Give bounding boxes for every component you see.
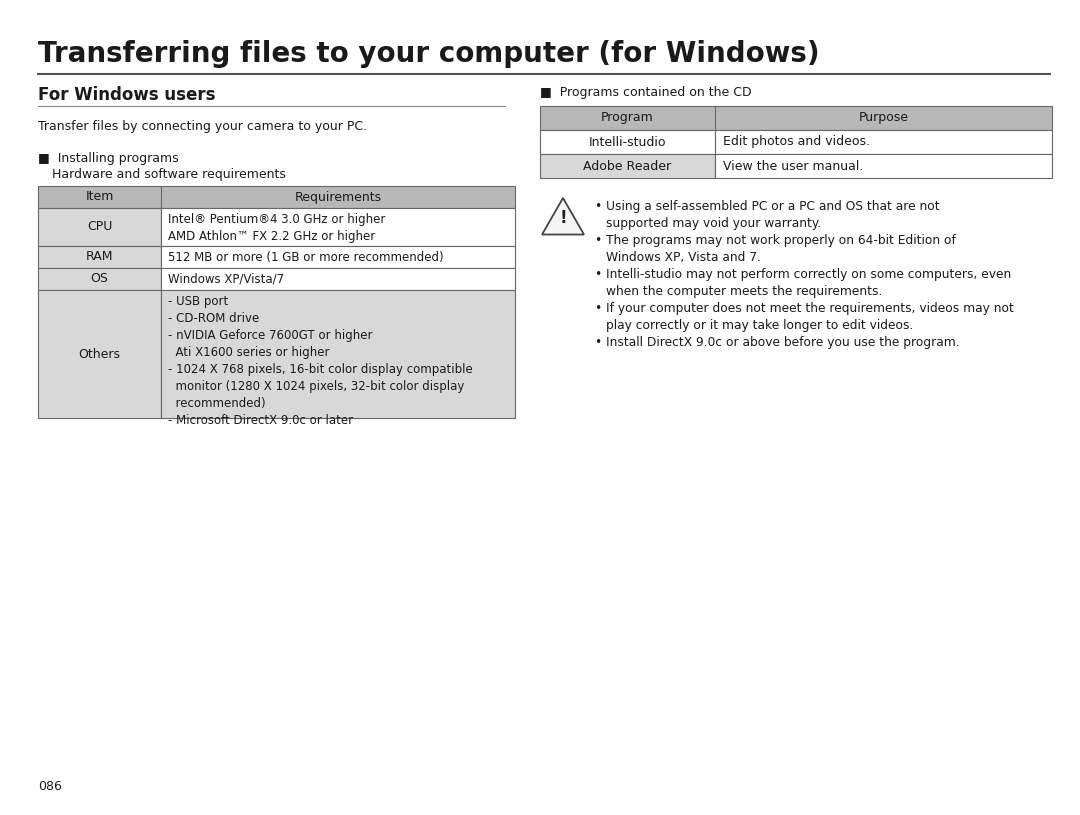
Text: Using a self-assembled PC or a PC and OS that are not
supported may void your wa: Using a self-assembled PC or a PC and OS… [606, 200, 940, 230]
Text: 512 MB or more (1 GB or more recommended): 512 MB or more (1 GB or more recommended… [168, 251, 444, 264]
Text: For Windows users: For Windows users [38, 86, 216, 104]
Bar [38, 246, 161, 268]
Bar [715, 130, 1052, 154]
Text: Windows XP/Vista/7: Windows XP/Vista/7 [168, 273, 284, 286]
Bar [540, 130, 715, 154]
Text: •: • [594, 234, 602, 247]
Text: ■  Programs contained on the CD: ■ Programs contained on the CD [540, 86, 752, 99]
Text: RAM: RAM [85, 250, 113, 263]
Bar [161, 208, 515, 246]
Text: If your computer does not meet the requirements, videos may not
play correctly o: If your computer does not meet the requi… [606, 302, 1014, 332]
Text: Install DirectX 9.0c or above before you use the program.: Install DirectX 9.0c or above before you… [606, 336, 960, 349]
Text: Intelli-studio: Intelli-studio [589, 135, 666, 148]
Text: The programs may not work properly on 64-bit Edition of
Windows XP, Vista and 7.: The programs may not work properly on 64… [606, 234, 956, 264]
Bar [38, 290, 161, 418]
Text: Program: Program [602, 112, 653, 125]
Text: •: • [594, 302, 602, 315]
Text: Transferring files to your computer (for Windows): Transferring files to your computer (for… [38, 40, 820, 68]
Bar [161, 290, 515, 418]
Bar [715, 154, 1052, 178]
Text: Transfer files by connecting your camera to your PC.: Transfer files by connecting your camera… [38, 120, 367, 133]
Text: •: • [594, 268, 602, 281]
Text: Adobe Reader: Adobe Reader [583, 160, 672, 173]
Text: Intel® Pentium®4 3.0 GHz or higher
AMD Athlon™ FX 2.2 GHz or higher: Intel® Pentium®4 3.0 GHz or higher AMD A… [168, 213, 386, 243]
Text: !: ! [559, 209, 567, 227]
Text: OS: OS [91, 272, 108, 285]
Text: Others: Others [79, 347, 121, 360]
Text: Item: Item [85, 191, 113, 204]
Text: Hardware and software requirements: Hardware and software requirements [52, 168, 286, 181]
Text: Requirements: Requirements [295, 191, 381, 204]
Bar [540, 106, 1052, 130]
Bar [540, 154, 715, 178]
Bar [161, 246, 515, 268]
Text: Edit photos and videos.: Edit photos and videos. [723, 135, 870, 148]
Text: CPU: CPU [86, 221, 112, 234]
Bar [38, 268, 161, 290]
Text: View the user manual.: View the user manual. [723, 160, 863, 173]
Text: ■  Installing programs: ■ Installing programs [38, 152, 178, 165]
Text: •: • [594, 200, 602, 213]
Bar [38, 208, 161, 246]
Text: •: • [594, 336, 602, 349]
Text: - USB port
- CD-ROM drive
- nVIDIA Geforce 7600GT or higher
  Ati X1600 series o: - USB port - CD-ROM drive - nVIDIA Gefor… [168, 295, 473, 427]
Bar [161, 268, 515, 290]
Text: Purpose: Purpose [859, 112, 908, 125]
Text: 086: 086 [38, 780, 62, 793]
Polygon shape [542, 198, 584, 235]
Bar [38, 186, 515, 208]
Text: Intelli-studio may not perform correctly on some computers, even
when the comput: Intelli-studio may not perform correctly… [606, 268, 1011, 298]
